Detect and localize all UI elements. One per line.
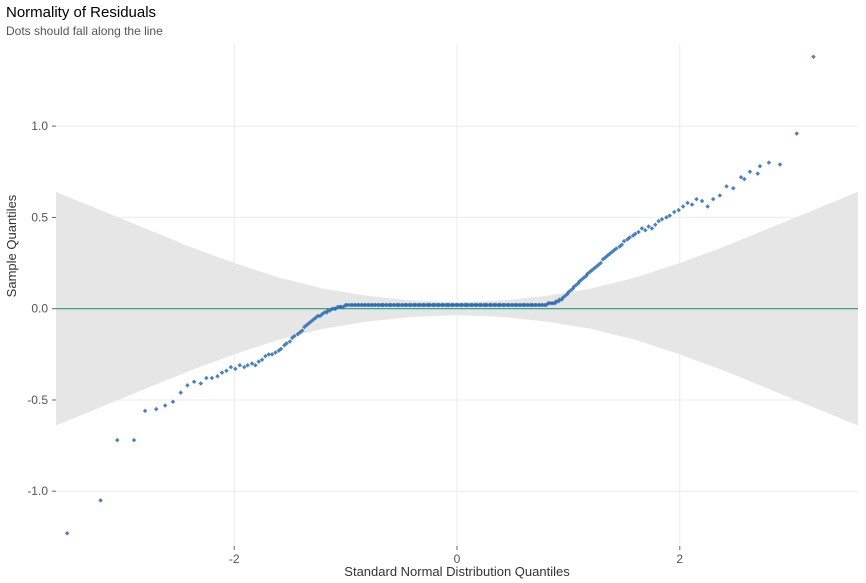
y-tick-label: 0.5 bbox=[31, 210, 48, 224]
y-axis-title: Sample Quantiles bbox=[4, 146, 19, 346]
y-tick-label: -1.0 bbox=[27, 484, 48, 498]
x-axis-title: Standard Normal Distribution Quantiles bbox=[56, 564, 858, 579]
x-ticks: -202 bbox=[229, 546, 684, 566]
y-tick-label: 1.0 bbox=[31, 119, 48, 133]
y-tick-label: 0.0 bbox=[31, 302, 48, 316]
y-ticks: -1.0 -0.5 0.0 0.5 1.0 bbox=[27, 119, 56, 498]
qq-plot: -202 -1.0 -0.5 0.0 0.5 1.0 bbox=[0, 0, 866, 583]
y-tick-label: -0.5 bbox=[27, 393, 48, 407]
